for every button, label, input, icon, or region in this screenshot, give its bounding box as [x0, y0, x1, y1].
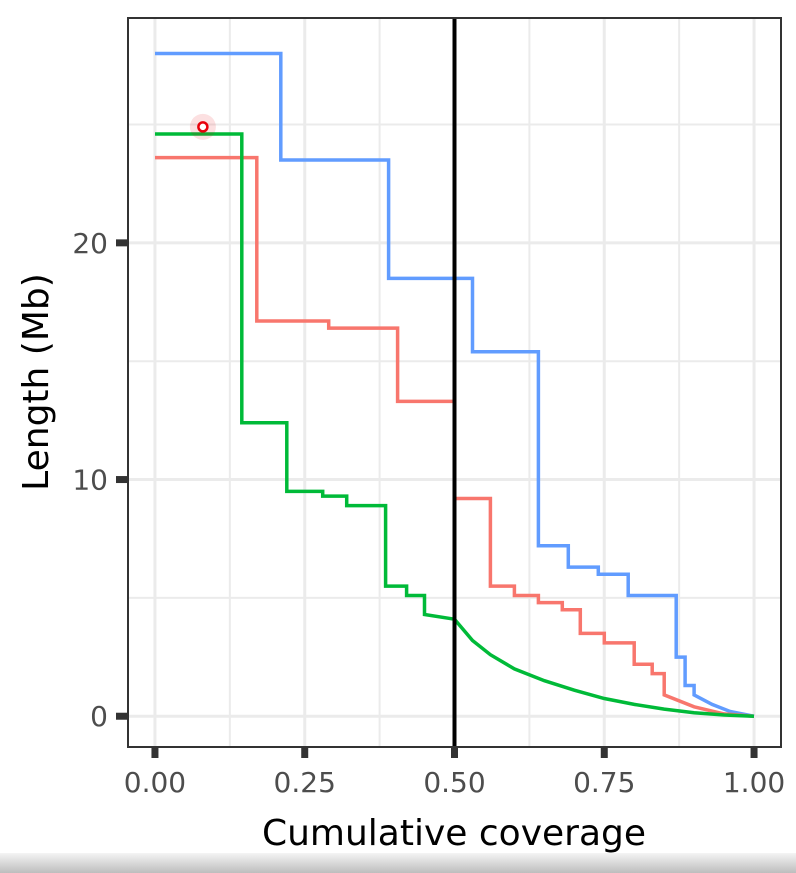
series-lines — [155, 51, 755, 718]
data-point-marker — [197, 121, 209, 133]
x-tick-label: 0.75 — [573, 766, 635, 799]
y-tick-label: 10 — [72, 464, 108, 497]
x-axis-title: Cumulative coverage — [262, 813, 646, 854]
x-tick-label: 0.25 — [274, 766, 336, 799]
axes: 0.00 0.25 0.50 0.75 1.00 0 10 20 — [72, 227, 785, 799]
x-tick-label: 0.00 — [124, 766, 186, 799]
x-tick-label: 1.00 — [723, 766, 785, 799]
y-tick-label: 0 — [90, 700, 108, 733]
window-bottom-edge — [0, 853, 796, 873]
y-tick-label: 20 — [72, 227, 108, 260]
panel-border — [127, 17, 782, 748]
y-axis-title: Length (Mb) — [16, 273, 57, 491]
series-line-2 — [155, 155, 755, 718]
x-tick-label: 0.50 — [423, 766, 485, 799]
series-line-3 — [155, 132, 755, 718]
series-line-1 — [155, 51, 755, 718]
overlay — [189, 18, 457, 747]
